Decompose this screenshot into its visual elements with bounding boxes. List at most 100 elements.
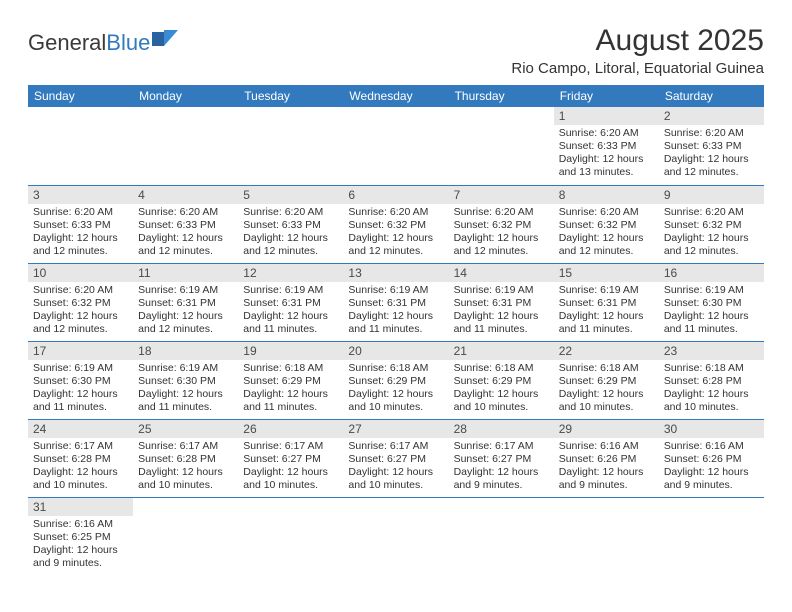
day-number: 11	[133, 264, 238, 282]
day-number: 15	[554, 264, 659, 282]
calendar-cell-empty	[659, 497, 764, 575]
calendar-cell: 10Sunrise: 6:20 AMSunset: 6:32 PMDayligh…	[28, 263, 133, 341]
logo-flag-icon	[152, 30, 178, 48]
day-info: Sunrise: 6:19 AMSunset: 6:31 PMDaylight:…	[238, 282, 343, 341]
calendar-cell: 9Sunrise: 6:20 AMSunset: 6:32 PMDaylight…	[659, 185, 764, 263]
calendar-cell: 31Sunrise: 6:16 AMSunset: 6:25 PMDayligh…	[28, 497, 133, 575]
title-block: August 2025 Rio Campo, Litoral, Equatori…	[511, 24, 764, 77]
day-info: Sunrise: 6:20 AMSunset: 6:32 PMDaylight:…	[28, 282, 133, 341]
day-number: 19	[238, 342, 343, 360]
calendar-cell-empty	[343, 107, 448, 185]
day-info: Sunrise: 6:20 AMSunset: 6:33 PMDaylight:…	[238, 204, 343, 263]
day-info: Sunrise: 6:19 AMSunset: 6:30 PMDaylight:…	[28, 360, 133, 419]
calendar-cell: 19Sunrise: 6:18 AMSunset: 6:29 PMDayligh…	[238, 341, 343, 419]
calendar-cell: 4Sunrise: 6:20 AMSunset: 6:33 PMDaylight…	[133, 185, 238, 263]
day-number: 25	[133, 420, 238, 438]
calendar-cell: 14Sunrise: 6:19 AMSunset: 6:31 PMDayligh…	[449, 263, 554, 341]
day-number: 13	[343, 264, 448, 282]
calendar-cell: 8Sunrise: 6:20 AMSunset: 6:32 PMDaylight…	[554, 185, 659, 263]
day-info: Sunrise: 6:19 AMSunset: 6:31 PMDaylight:…	[554, 282, 659, 341]
calendar-cell: 20Sunrise: 6:18 AMSunset: 6:29 PMDayligh…	[343, 341, 448, 419]
day-number: 17	[28, 342, 133, 360]
calendar-cell-empty	[133, 497, 238, 575]
day-info: Sunrise: 6:20 AMSunset: 6:33 PMDaylight:…	[659, 125, 764, 184]
calendar-cell: 5Sunrise: 6:20 AMSunset: 6:33 PMDaylight…	[238, 185, 343, 263]
day-number: 9	[659, 186, 764, 204]
calendar-cell: 30Sunrise: 6:16 AMSunset: 6:26 PMDayligh…	[659, 419, 764, 497]
day-number: 2	[659, 107, 764, 125]
header: GeneralBlue August 2025 Rio Campo, Litor…	[28, 24, 764, 77]
day-number: 18	[133, 342, 238, 360]
calendar-row: 3Sunrise: 6:20 AMSunset: 6:33 PMDaylight…	[28, 185, 764, 263]
page-title: August 2025	[511, 24, 764, 58]
day-info: Sunrise: 6:20 AMSunset: 6:33 PMDaylight:…	[554, 125, 659, 184]
day-info: Sunrise: 6:16 AMSunset: 6:26 PMDaylight:…	[659, 438, 764, 497]
day-info: Sunrise: 6:19 AMSunset: 6:30 PMDaylight:…	[133, 360, 238, 419]
day-info: Sunrise: 6:20 AMSunset: 6:33 PMDaylight:…	[28, 204, 133, 263]
day-number: 27	[343, 420, 448, 438]
logo-text-dark: General	[28, 30, 106, 56]
logo: GeneralBlue	[28, 30, 178, 56]
weekday-header: Wednesday	[343, 85, 448, 107]
day-number: 12	[238, 264, 343, 282]
calendar-cell: 16Sunrise: 6:19 AMSunset: 6:30 PMDayligh…	[659, 263, 764, 341]
calendar-cell: 2Sunrise: 6:20 AMSunset: 6:33 PMDaylight…	[659, 107, 764, 185]
day-number: 4	[133, 186, 238, 204]
day-info: Sunrise: 6:18 AMSunset: 6:29 PMDaylight:…	[554, 360, 659, 419]
day-number: 28	[449, 420, 554, 438]
day-info: Sunrise: 6:18 AMSunset: 6:29 PMDaylight:…	[343, 360, 448, 419]
day-info: Sunrise: 6:17 AMSunset: 6:28 PMDaylight:…	[28, 438, 133, 497]
day-number: 29	[554, 420, 659, 438]
calendar-cell: 12Sunrise: 6:19 AMSunset: 6:31 PMDayligh…	[238, 263, 343, 341]
calendar-cell: 13Sunrise: 6:19 AMSunset: 6:31 PMDayligh…	[343, 263, 448, 341]
calendar-cell: 28Sunrise: 6:17 AMSunset: 6:27 PMDayligh…	[449, 419, 554, 497]
calendar-row: 10Sunrise: 6:20 AMSunset: 6:32 PMDayligh…	[28, 263, 764, 341]
day-info: Sunrise: 6:19 AMSunset: 6:30 PMDaylight:…	[659, 282, 764, 341]
calendar-cell: 26Sunrise: 6:17 AMSunset: 6:27 PMDayligh…	[238, 419, 343, 497]
day-number: 10	[28, 264, 133, 282]
calendar-cell: 11Sunrise: 6:19 AMSunset: 6:31 PMDayligh…	[133, 263, 238, 341]
calendar-cell: 7Sunrise: 6:20 AMSunset: 6:32 PMDaylight…	[449, 185, 554, 263]
calendar-cell: 3Sunrise: 6:20 AMSunset: 6:33 PMDaylight…	[28, 185, 133, 263]
calendar-cell-empty	[449, 497, 554, 575]
day-info: Sunrise: 6:18 AMSunset: 6:29 PMDaylight:…	[449, 360, 554, 419]
day-info: Sunrise: 6:16 AMSunset: 6:25 PMDaylight:…	[28, 516, 133, 575]
day-info: Sunrise: 6:17 AMSunset: 6:27 PMDaylight:…	[343, 438, 448, 497]
calendar-cell: 27Sunrise: 6:17 AMSunset: 6:27 PMDayligh…	[343, 419, 448, 497]
day-info: Sunrise: 6:17 AMSunset: 6:27 PMDaylight:…	[238, 438, 343, 497]
day-number: 31	[28, 498, 133, 516]
day-number: 6	[343, 186, 448, 204]
day-number: 16	[659, 264, 764, 282]
calendar-cell: 23Sunrise: 6:18 AMSunset: 6:28 PMDayligh…	[659, 341, 764, 419]
day-number: 1	[554, 107, 659, 125]
weekday-header: Monday	[133, 85, 238, 107]
day-info: Sunrise: 6:18 AMSunset: 6:29 PMDaylight:…	[238, 360, 343, 419]
day-number: 20	[343, 342, 448, 360]
calendar-cell: 22Sunrise: 6:18 AMSunset: 6:29 PMDayligh…	[554, 341, 659, 419]
day-number: 30	[659, 420, 764, 438]
calendar-body: 1Sunrise: 6:20 AMSunset: 6:33 PMDaylight…	[28, 107, 764, 575]
day-info: Sunrise: 6:18 AMSunset: 6:28 PMDaylight:…	[659, 360, 764, 419]
day-info: Sunrise: 6:20 AMSunset: 6:32 PMDaylight:…	[659, 204, 764, 263]
calendar-row: 1Sunrise: 6:20 AMSunset: 6:33 PMDaylight…	[28, 107, 764, 185]
calendar-cell-empty	[449, 107, 554, 185]
day-info: Sunrise: 6:20 AMSunset: 6:32 PMDaylight:…	[449, 204, 554, 263]
weekday-header: Thursday	[449, 85, 554, 107]
calendar-cell-empty	[133, 107, 238, 185]
day-number: 14	[449, 264, 554, 282]
day-info: Sunrise: 6:17 AMSunset: 6:28 PMDaylight:…	[133, 438, 238, 497]
day-number: 23	[659, 342, 764, 360]
calendar-cell: 25Sunrise: 6:17 AMSunset: 6:28 PMDayligh…	[133, 419, 238, 497]
weekday-header: Friday	[554, 85, 659, 107]
calendar-cell: 18Sunrise: 6:19 AMSunset: 6:30 PMDayligh…	[133, 341, 238, 419]
calendar-cell-empty	[28, 107, 133, 185]
calendar-row: 24Sunrise: 6:17 AMSunset: 6:28 PMDayligh…	[28, 419, 764, 497]
day-info: Sunrise: 6:17 AMSunset: 6:27 PMDaylight:…	[449, 438, 554, 497]
day-number: 5	[238, 186, 343, 204]
calendar-cell-empty	[238, 497, 343, 575]
day-number: 3	[28, 186, 133, 204]
day-number: 21	[449, 342, 554, 360]
calendar-cell: 15Sunrise: 6:19 AMSunset: 6:31 PMDayligh…	[554, 263, 659, 341]
calendar-cell: 24Sunrise: 6:17 AMSunset: 6:28 PMDayligh…	[28, 419, 133, 497]
day-info: Sunrise: 6:20 AMSunset: 6:33 PMDaylight:…	[133, 204, 238, 263]
